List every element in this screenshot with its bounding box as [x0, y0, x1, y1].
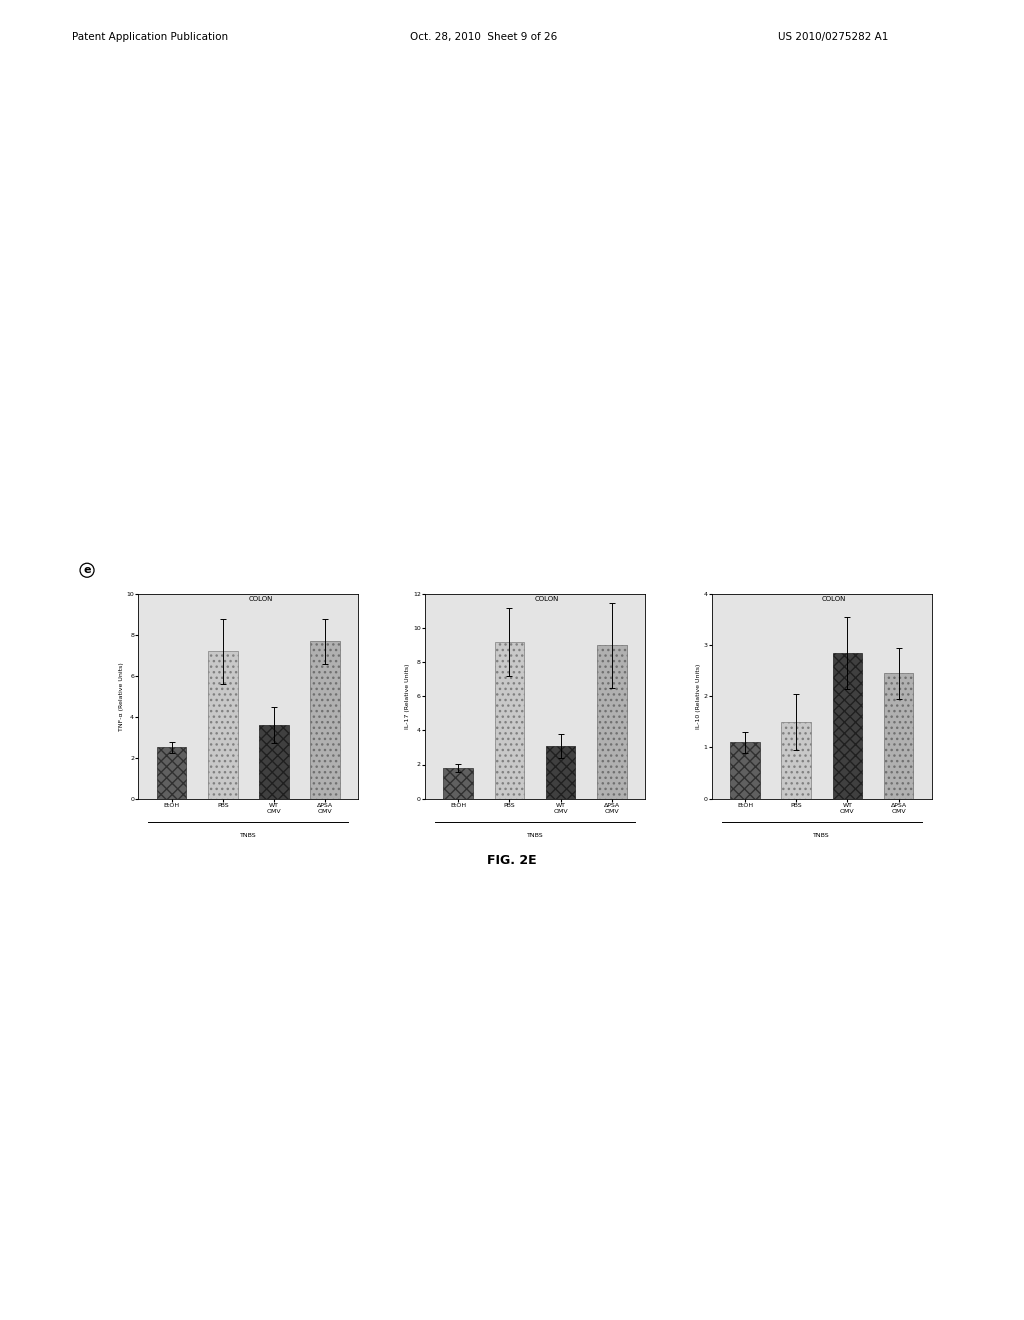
Bar — [730, 742, 760, 799]
Bar — [443, 768, 473, 799]
Bar — [259, 725, 289, 799]
Text: COLON: COLON — [248, 597, 272, 602]
Bar — [310, 642, 340, 799]
Text: COLON: COLON — [535, 597, 559, 602]
Text: e: e — [83, 565, 91, 576]
Bar — [884, 673, 913, 799]
Y-axis label: IL-17 (Relative Units): IL-17 (Relative Units) — [406, 664, 411, 729]
Text: US 2010/0275282 A1: US 2010/0275282 A1 — [778, 32, 889, 42]
Bar — [833, 653, 862, 799]
Text: TNBS: TNBS — [526, 833, 544, 838]
Bar — [157, 747, 186, 799]
Bar — [546, 746, 575, 799]
Text: TNBS: TNBS — [813, 833, 830, 838]
Text: FIG. 2E: FIG. 2E — [487, 854, 537, 867]
Y-axis label: IL-10 (Relative Units): IL-10 (Relative Units) — [695, 664, 700, 729]
Text: Patent Application Publication: Patent Application Publication — [72, 32, 227, 42]
Text: TNBS: TNBS — [240, 833, 257, 838]
Bar — [781, 722, 811, 799]
Y-axis label: TNF-α (Relative Units): TNF-α (Relative Units) — [119, 661, 124, 731]
Bar — [597, 645, 627, 799]
Bar — [208, 651, 238, 799]
Text: Oct. 28, 2010  Sheet 9 of 26: Oct. 28, 2010 Sheet 9 of 26 — [410, 32, 557, 42]
Text: COLON: COLON — [821, 597, 846, 602]
Bar — [495, 642, 524, 799]
